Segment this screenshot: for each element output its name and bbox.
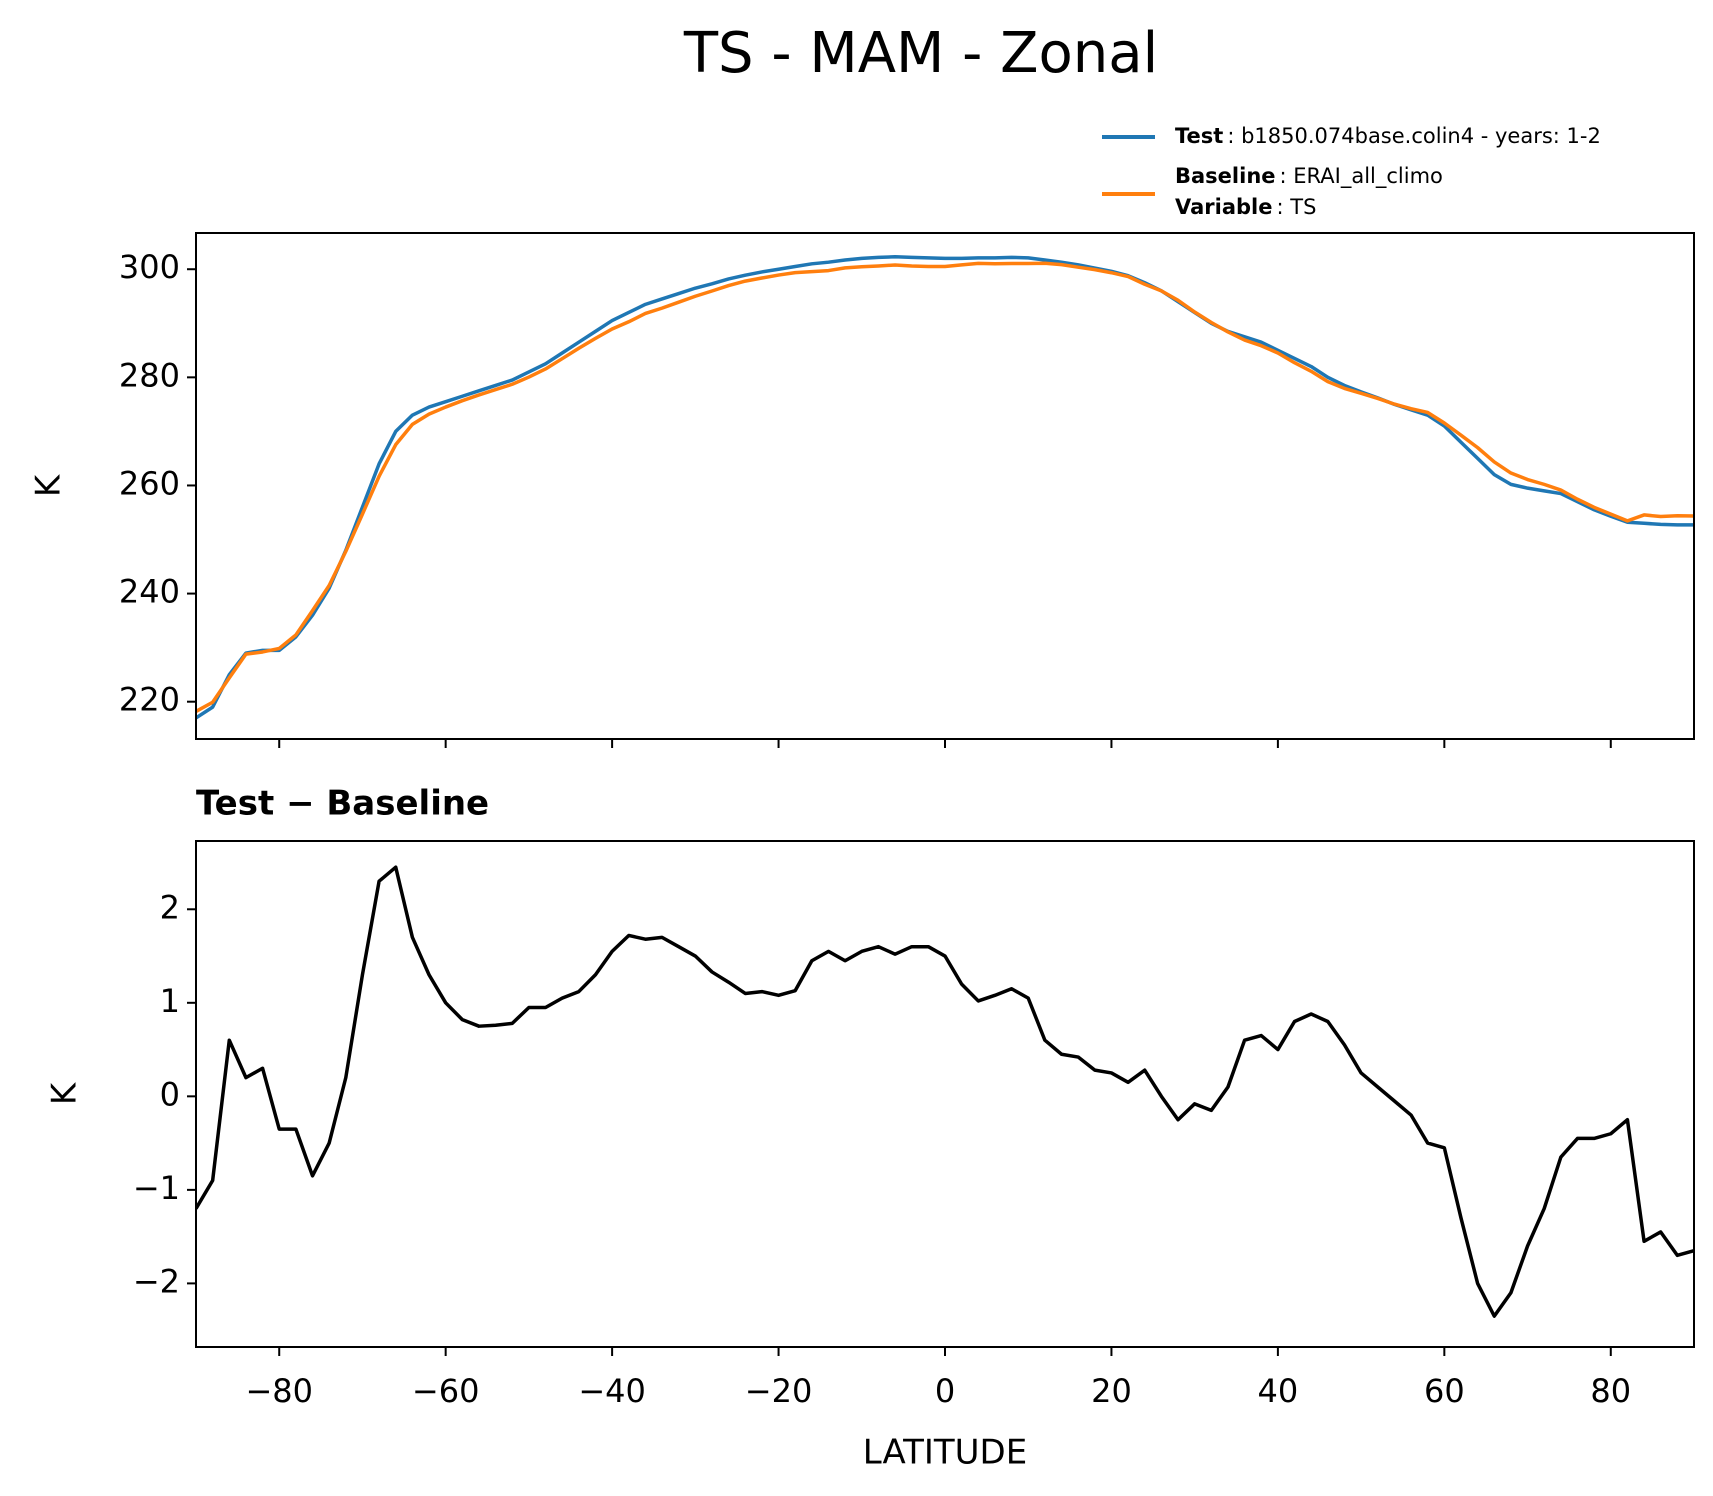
- legend-name: Variable: [1175, 195, 1272, 219]
- y-tick-label: 220: [119, 681, 180, 719]
- x-tick-label: −20: [745, 1372, 813, 1410]
- y-tick-label: −1: [133, 1169, 180, 1207]
- axes-frame: [195, 840, 1695, 1348]
- x-tick-label: −40: [578, 1372, 646, 1410]
- x-tick-label: 20: [1091, 1372, 1132, 1410]
- legend-detail: : TS: [1276, 195, 1316, 219]
- x-axis-label: LATITUDE: [863, 1433, 1027, 1473]
- y-tick-label: −2: [133, 1262, 180, 1300]
- y-tick-label: 2: [160, 888, 180, 926]
- axes-frame: [195, 232, 1695, 740]
- legend-entry: Baseline: ERAI_all_climo: [1175, 164, 1443, 189]
- x-tick-label: −80: [245, 1372, 313, 1410]
- x-tick-label: 0: [935, 1372, 955, 1410]
- x-tick-label: −60: [412, 1372, 480, 1410]
- plot-area: [196, 865, 1694, 1318]
- x-tick-label: 40: [1258, 1372, 1299, 1410]
- y-axis-label: K: [29, 473, 69, 497]
- legend-name: Test: [1175, 124, 1223, 148]
- y-tick-label: 1: [160, 982, 180, 1020]
- legend-entry: Variable: TS: [1175, 195, 1316, 219]
- legend-detail: : b1850.074base.colin4 - years: 1-2: [1227, 124, 1601, 148]
- legend-entry: Test: b1850.074base.colin4 - years: 1-2: [1175, 124, 1601, 148]
- x-tick-label: 80: [1590, 1372, 1631, 1410]
- x-tick-label: 60: [1424, 1372, 1465, 1410]
- legend-detail: : ERAI_all_climo: [1280, 164, 1443, 189]
- data-line: [196, 865, 1694, 1318]
- y-axis-label: K: [45, 1081, 85, 1105]
- subplot-title: Test − Baseline: [196, 784, 489, 824]
- data-line: [196, 261, 1694, 713]
- chart-title: TS - MAM - Zonal: [683, 21, 1158, 86]
- data-line: [196, 255, 1694, 720]
- legend-name: Baseline: [1175, 164, 1276, 188]
- plot-area: [196, 255, 1694, 720]
- y-tick-label: 240: [119, 573, 180, 611]
- y-tick-label: 260: [119, 464, 180, 502]
- y-tick-label: 280: [119, 356, 180, 394]
- y-tick-label: 300: [119, 248, 180, 286]
- y-tick-label: 0: [160, 1075, 180, 1113]
